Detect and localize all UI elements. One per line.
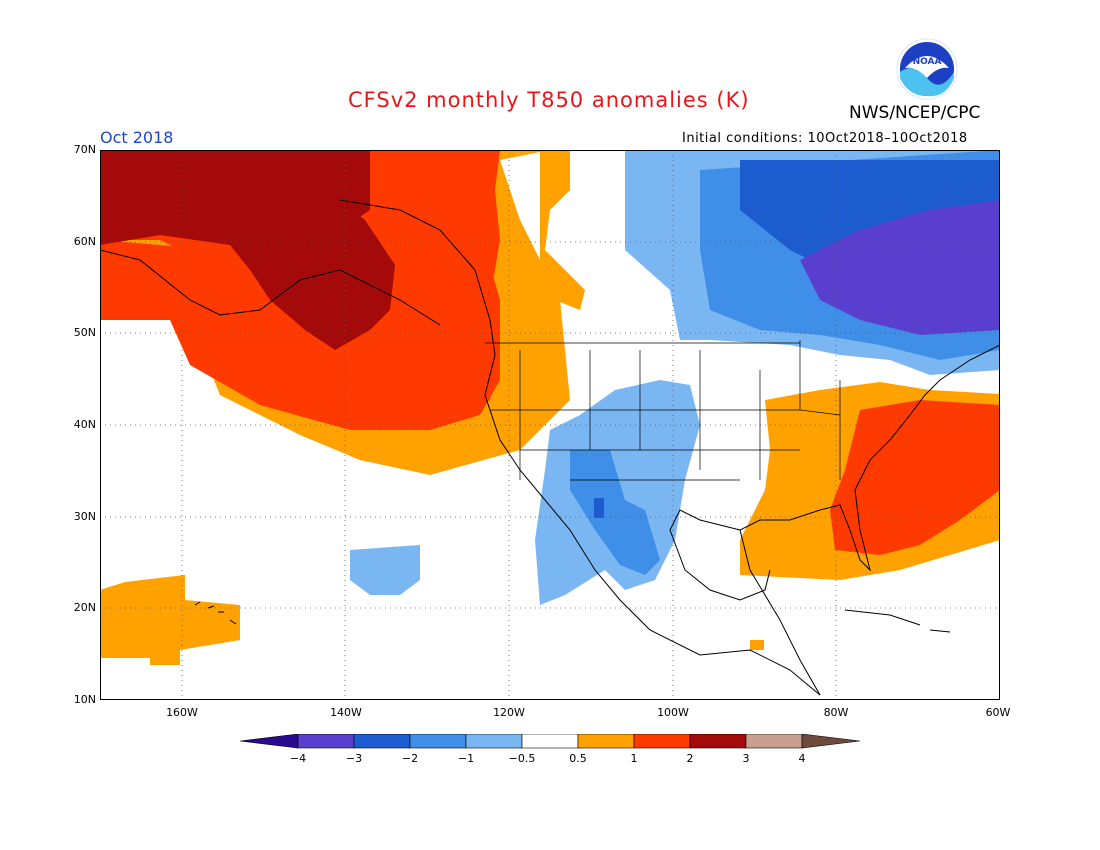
north-america-west-coast [339, 199, 821, 696]
caribbean-islands [844, 609, 951, 633]
agency-label: NWS/NCEP/CPC [849, 103, 981, 123]
lon-label-100w: 100W [657, 706, 689, 719]
lon-label-80w: 80W [823, 706, 849, 719]
colorbar-label: 1 [630, 752, 638, 765]
lat-label-30n: 30N [73, 510, 96, 523]
colorbar-label: 0.5 [569, 752, 587, 765]
lat-label-50n: 50N [73, 326, 96, 339]
graticule [100, 150, 1000, 700]
colorbar-low-arrow [239, 734, 299, 749]
darkred-region-arctic [190, 150, 370, 240]
colorbar-label: 4 [798, 752, 806, 765]
colorbar [239, 734, 861, 749]
colorbar-label: 2 [686, 752, 694, 765]
lon-label-160w: 160W [166, 706, 198, 719]
forecast-period: Oct 2018 [100, 128, 174, 147]
lat-label-20n: 20N [73, 601, 96, 614]
hawaii-islands [194, 601, 237, 625]
darkblue-spot-mexico [594, 498, 604, 518]
north-america-east-coast [739, 344, 1000, 696]
red-region-atlantic [830, 400, 1000, 555]
colorbar-label: −1 [457, 752, 475, 765]
orange-spot-central-america [750, 640, 764, 650]
lat-label-10n: 10N [73, 693, 96, 706]
svg-text:NOAA: NOAA [913, 57, 942, 67]
colorbar-label: −0.5 [508, 752, 536, 765]
political-borders [485, 340, 841, 481]
orange-region-bering [540, 150, 585, 310]
alaska-coast [100, 249, 441, 326]
anomaly-map [100, 150, 1000, 700]
lon-label-140w: 140W [330, 706, 362, 719]
lon-label-60w: 60W [985, 706, 1011, 719]
red-region-gulf-alaska [330, 150, 500, 420]
gulf-of-mexico-coast [669, 509, 771, 601]
lat-label-70n: 70N [73, 143, 96, 156]
map-title: CFSv2 monthly T850 anomalies (K) [348, 88, 750, 112]
initial-conditions: Initial conditions: 10Oct2018–10Oct2018 [682, 131, 968, 146]
noaa-logo-icon: NOAA [896, 38, 958, 100]
colorbar-label: 3 [742, 752, 750, 765]
lon-label-120w: 120W [493, 706, 525, 719]
colorbar-label: −2 [401, 752, 419, 765]
orange-region-hawaii [100, 575, 240, 665]
lat-label-40n: 40N [73, 418, 96, 431]
colorbar-high-arrow [801, 734, 861, 749]
colorbar-label: −4 [289, 752, 307, 765]
lightblue-region-subtropical-pacific [350, 545, 420, 595]
lat-label-60n: 60N [73, 235, 96, 248]
coastlines [100, 199, 1000, 696]
blue-region-southwest [570, 450, 660, 575]
colorbar-label: −3 [345, 752, 363, 765]
purple-region-labrador [800, 200, 1000, 335]
